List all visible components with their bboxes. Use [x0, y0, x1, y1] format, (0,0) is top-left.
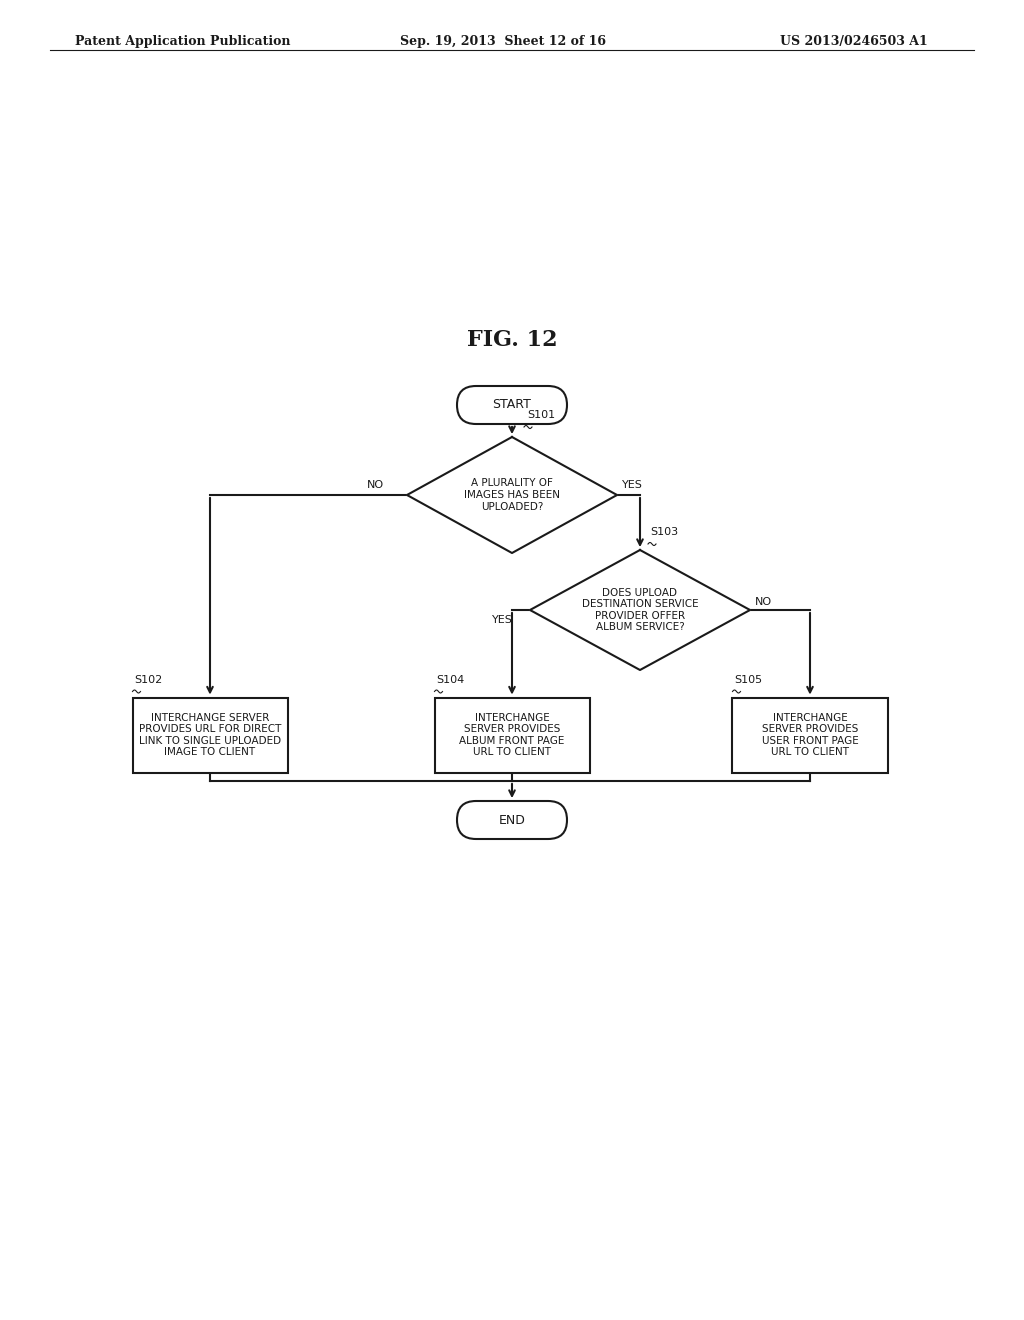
Text: FIG. 12: FIG. 12 — [467, 329, 557, 351]
Text: S102: S102 — [134, 675, 163, 685]
Text: S103: S103 — [650, 527, 678, 537]
Text: Patent Application Publication: Patent Application Publication — [75, 36, 291, 48]
Polygon shape — [407, 437, 617, 553]
Text: START: START — [493, 399, 531, 412]
FancyBboxPatch shape — [732, 697, 888, 772]
Text: YES: YES — [492, 615, 513, 624]
Text: S105: S105 — [734, 675, 763, 685]
Text: S104: S104 — [436, 675, 465, 685]
FancyBboxPatch shape — [457, 385, 567, 424]
Text: END: END — [499, 813, 525, 826]
Text: INTERCHANGE
SERVER PROVIDES
USER FRONT PAGE
URL TO CLIENT: INTERCHANGE SERVER PROVIDES USER FRONT P… — [762, 713, 858, 758]
FancyBboxPatch shape — [457, 801, 567, 840]
Polygon shape — [530, 550, 750, 671]
Text: NO: NO — [367, 480, 384, 490]
Text: DOES UPLOAD
DESTINATION SERVICE
PROVIDER OFFER
ALBUM SERVICE?: DOES UPLOAD DESTINATION SERVICE PROVIDER… — [582, 587, 698, 632]
Text: INTERCHANGE SERVER
PROVIDES URL FOR DIRECT
LINK TO SINGLE UPLOADED
IMAGE TO CLIE: INTERCHANGE SERVER PROVIDES URL FOR DIRE… — [139, 713, 282, 758]
Text: Sep. 19, 2013  Sheet 12 of 16: Sep. 19, 2013 Sheet 12 of 16 — [400, 36, 606, 48]
Text: NO: NO — [755, 597, 772, 607]
FancyBboxPatch shape — [434, 697, 590, 772]
Text: INTERCHANGE
SERVER PROVIDES
ALBUM FRONT PAGE
URL TO CLIENT: INTERCHANGE SERVER PROVIDES ALBUM FRONT … — [460, 713, 564, 758]
Text: US 2013/0246503 A1: US 2013/0246503 A1 — [780, 36, 928, 48]
Text: YES: YES — [622, 480, 643, 490]
Text: A PLURALITY OF
IMAGES HAS BEEN
UPLOADED?: A PLURALITY OF IMAGES HAS BEEN UPLOADED? — [464, 478, 560, 512]
FancyBboxPatch shape — [132, 697, 288, 772]
Text: S101: S101 — [527, 411, 555, 420]
